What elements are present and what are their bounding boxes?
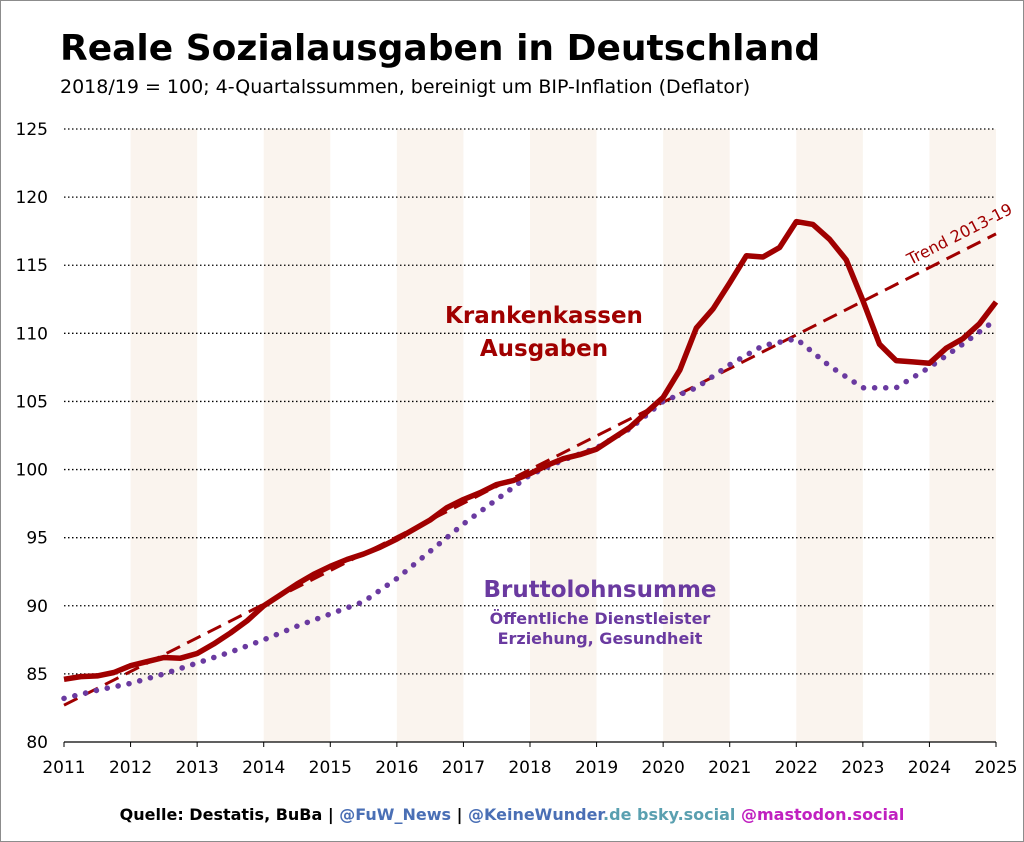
series-label-bruttolohnsumme: Bruttolohnsumme: [483, 577, 716, 603]
x-tick-label: 2019: [575, 758, 618, 778]
footer-keinewunder-tld[interactable]: .de: [603, 805, 632, 824]
y-tick-label: 95: [26, 529, 48, 549]
footer-fuw-link[interactable]: @FuW_News: [339, 805, 451, 824]
year-band: [796, 129, 863, 742]
footer-source: Quelle: Destatis, BuBa: [119, 805, 323, 824]
y-axis: 80 85 90 95 100 105 110 115 120 125: [16, 120, 48, 753]
x-tick-label: 2021: [708, 758, 751, 778]
chart-title: Reale Sozialausgaben in Deutschland: [60, 28, 821, 69]
x-tick-label: 2018: [508, 758, 551, 778]
series-label-bruttolohnsumme: Öffentliche Dienstleister: [490, 609, 711, 628]
footer-mastodon-link[interactable]: @mastodon.social: [735, 805, 905, 824]
series-label-krankenkassen: Ausgaben: [480, 336, 608, 362]
x-tick-label: 2014: [242, 758, 285, 778]
year-bands: [130, 129, 996, 742]
footer-bsky-link[interactable]: bsky.social: [631, 805, 736, 824]
year-band: [929, 129, 996, 742]
y-tick-label: 105: [16, 392, 48, 412]
x-tick-label: 2016: [375, 758, 418, 778]
y-tick-label: 125: [16, 120, 48, 140]
series-line-dashed: [63, 232, 997, 707]
gridlines: [64, 128, 996, 675]
x-tick-label: 2020: [642, 758, 685, 778]
x-tick-label: 2013: [176, 758, 219, 778]
series-label-krankenkassen: Krankenkassen: [445, 303, 643, 329]
y-tick-label: 120: [16, 188, 48, 208]
source-footer: Quelle: Destatis, BuBa | @FuW_News | @Ke…: [0, 805, 1024, 824]
x-axis: 2011 2012 2013 2014 2015 2016 2017 2018 2019 2020…: [42, 741, 1018, 778]
y-tick-label: 85: [26, 665, 48, 685]
footer-separator: |: [451, 805, 468, 824]
year-band: [663, 129, 730, 742]
x-tick-label: 2017: [442, 758, 485, 778]
x-tick-label: 2023: [841, 758, 884, 778]
y-tick-label: 110: [16, 324, 48, 344]
y-tick-label: 100: [16, 461, 48, 481]
x-tick-label: 2011: [42, 758, 85, 778]
y-tick-label: 90: [26, 597, 48, 617]
year-band: [130, 129, 198, 742]
y-tick-label: 80: [26, 733, 48, 753]
y-tick-label: 115: [16, 256, 48, 276]
series-lines: [61, 218, 999, 707]
series-line-solid: [63, 218, 999, 683]
year-band: [396, 129, 464, 742]
x-tick-label: 2012: [109, 758, 152, 778]
x-tick-label: 2022: [775, 758, 818, 778]
footer-keinewunder-link[interactable]: @KeineWunder: [467, 805, 604, 824]
x-tick-label: 2015: [309, 758, 352, 778]
x-tick-label: 2024: [908, 758, 951, 778]
year-band: [530, 129, 597, 742]
chart-subtitle: 2018/19 = 100; 4-Quartalssummen, bereini…: [60, 76, 751, 98]
year-band: [263, 129, 331, 742]
footer-separator: |: [322, 805, 340, 824]
series-label-bruttolohnsumme: Erziehung, Gesundheit: [498, 629, 703, 648]
x-tick-label: 2025: [974, 758, 1017, 778]
